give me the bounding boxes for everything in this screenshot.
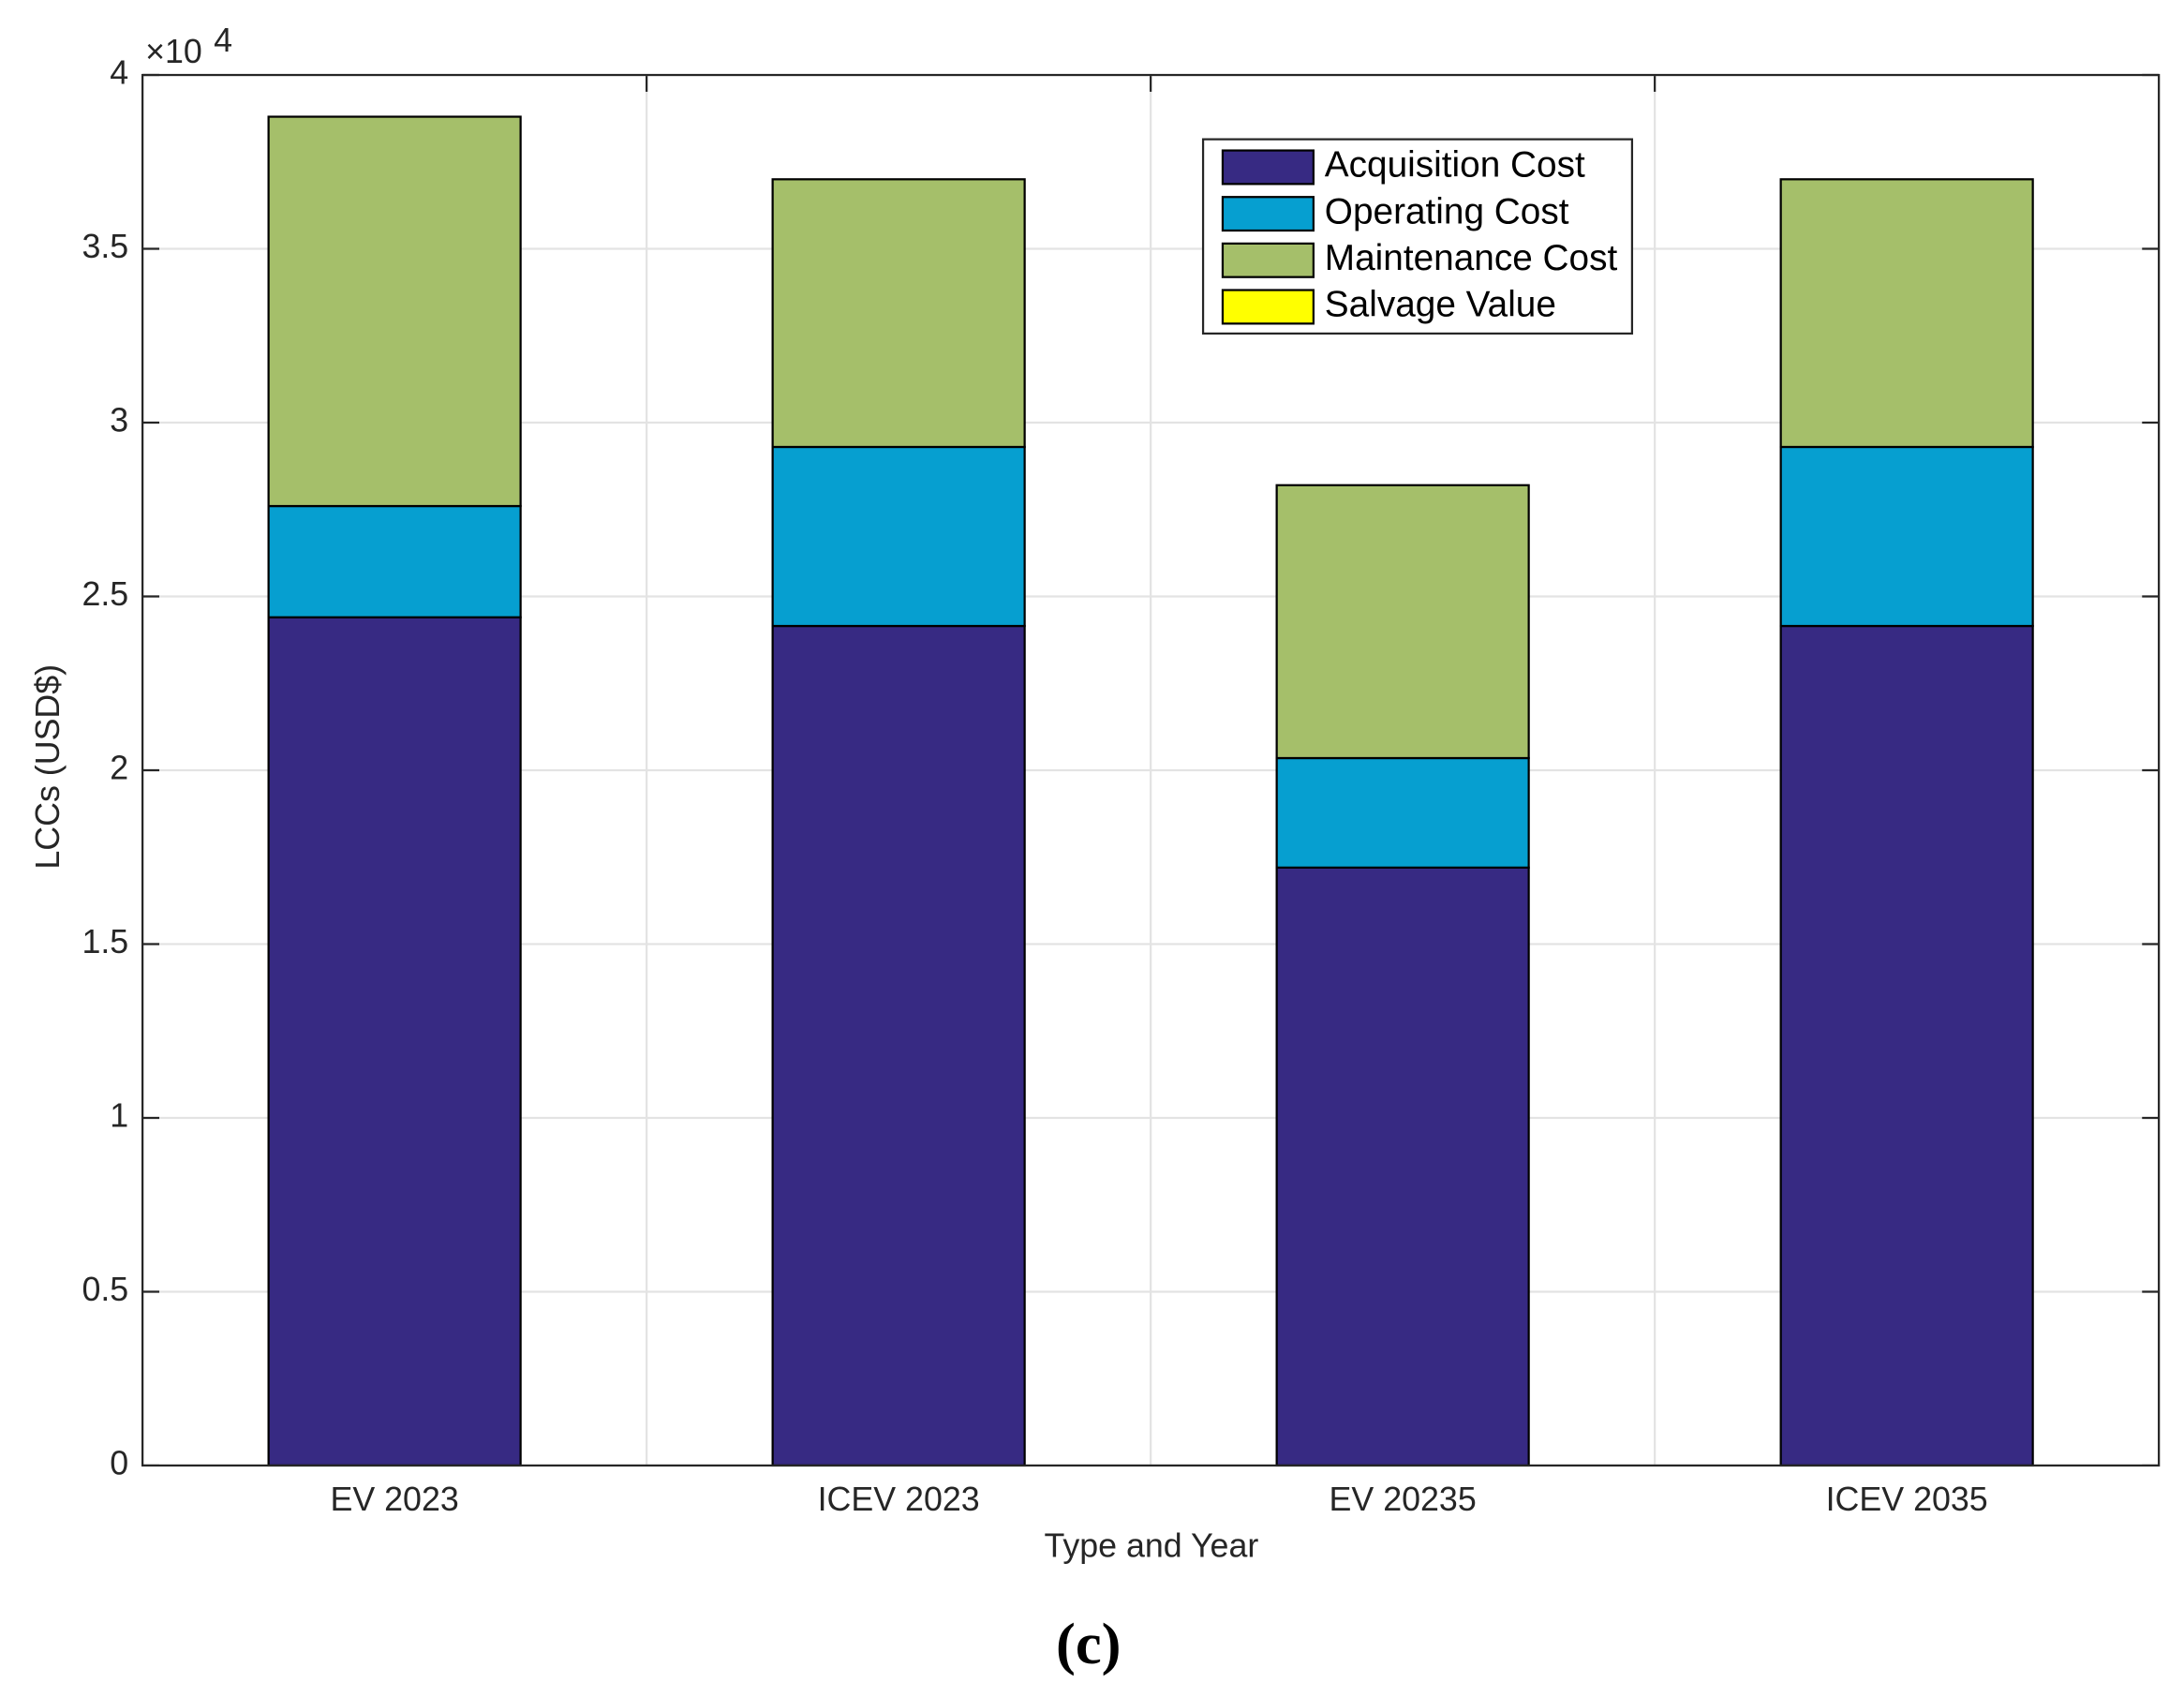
y-tick-label: 2.5	[82, 575, 128, 613]
bar-segment	[267, 115, 522, 508]
y-tick-label: 0	[110, 1444, 128, 1481]
y-tick-label: 1	[110, 1096, 128, 1134]
legend-swatch	[1221, 149, 1315, 186]
bar-segment	[771, 445, 1026, 628]
x-tick-label: EV 2023	[330, 1481, 458, 1518]
y-tick-label: 3.5	[82, 228, 128, 265]
x-axis-label: Type and Year	[1044, 1526, 1258, 1564]
y-multiplier: ×10	[145, 33, 202, 70]
bar-segment	[1779, 178, 2034, 449]
y-tick-label: 1.5	[82, 923, 128, 960]
legend-label: Salvage Value	[1325, 285, 1556, 325]
bar-segment	[1779, 445, 2034, 628]
legend-swatch	[1221, 242, 1315, 278]
y-exponent: 4	[214, 22, 232, 59]
x-tick-label: EV 20235	[1330, 1481, 1477, 1518]
bar-segment	[267, 616, 522, 1467]
legend-swatch	[1221, 289, 1315, 325]
x-tick-label: ICEV 2023	[818, 1481, 980, 1518]
legend: Acquisition Cost Operating Cost Maintenanc…	[1201, 138, 1634, 335]
bar-segment	[1779, 624, 2034, 1467]
bar-segment	[771, 178, 1026, 449]
bar-segment	[1275, 756, 1530, 869]
legend-swatch	[1221, 196, 1315, 232]
y-tick-label: 3	[110, 401, 128, 439]
bar-segment	[771, 624, 1026, 1467]
legend-label: Maintenance Cost	[1325, 238, 1618, 278]
y-axis-label: LCCs (USD$)	[29, 664, 67, 870]
y-tick-label: 0.5	[82, 1271, 128, 1308]
bar-segment	[267, 504, 522, 618]
bar-segment	[1275, 484, 1530, 760]
y-tick-label: 2	[110, 749, 128, 786]
legend-label: Operating Cost	[1325, 191, 1569, 231]
plot-frame	[141, 73, 2161, 1467]
y-tick-label: 4	[110, 53, 128, 91]
legend-label: Acquisition Cost	[1325, 145, 1585, 186]
bar-segment	[1275, 866, 1530, 1467]
caption: (c)	[1056, 1611, 1122, 1676]
x-tick-label: ICEV 2035	[1826, 1481, 1988, 1518]
